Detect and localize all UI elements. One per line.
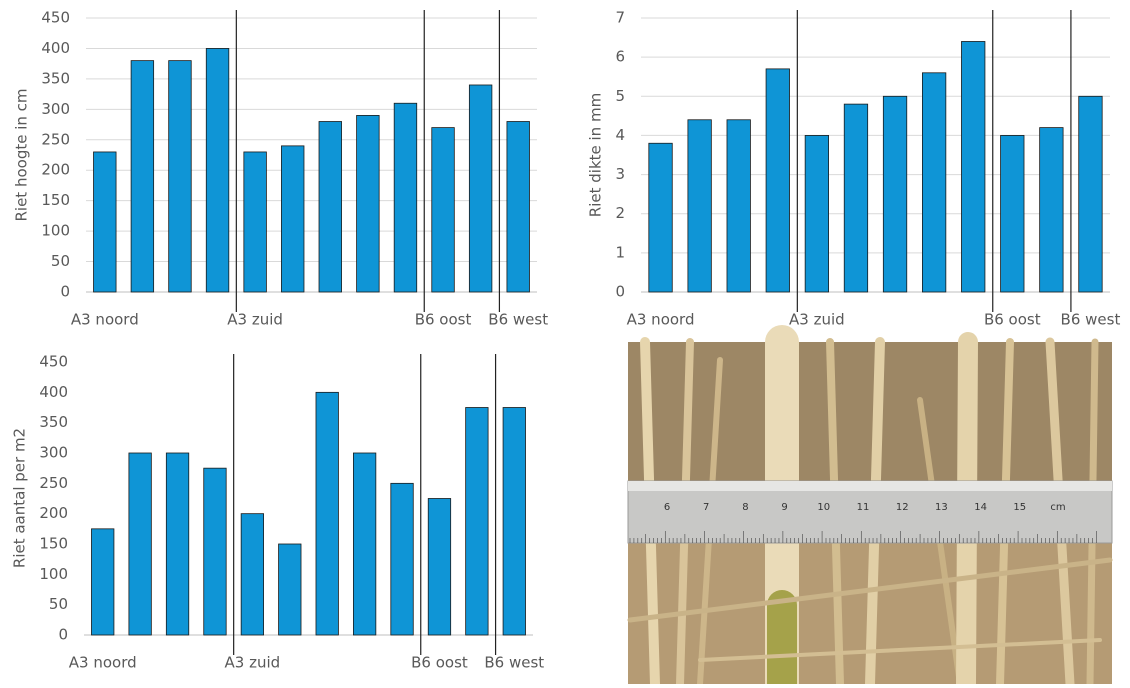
bar	[244, 152, 267, 292]
bar	[961, 41, 984, 292]
ruler-label: cm	[1050, 502, 1065, 513]
figure: 6789101112131415cm Riet hoogte in cm0501…	[0, 0, 1130, 684]
bar	[91, 529, 113, 635]
bar	[169, 61, 192, 292]
ruler-label: 8	[742, 502, 748, 513]
bar	[316, 392, 338, 635]
bar	[206, 48, 229, 292]
ruler-label: 10	[817, 502, 830, 513]
y-tick-label: 400	[41, 39, 70, 57]
y-tick-label: 50	[51, 252, 70, 270]
y-tick-label: 0	[60, 283, 70, 301]
ruler-label: 11	[857, 502, 870, 513]
bar	[279, 544, 301, 635]
x-tick-label: A3 noord	[71, 311, 139, 329]
ruler-label: 9	[781, 502, 787, 513]
bar	[319, 122, 342, 292]
y-tick-label: 150	[39, 535, 68, 553]
y-tick-label: 250	[39, 474, 68, 492]
y-axis-label: Riet hoogte in cm	[13, 88, 31, 221]
ruler: 6 7 8 9 10 11 12 13 14 15 cm	[628, 481, 1112, 543]
bar	[805, 135, 828, 292]
x-tick-label: B6 oost	[415, 311, 472, 329]
ruler-label: 14	[974, 502, 987, 513]
ruler-label: 12	[896, 502, 909, 513]
bar	[1001, 135, 1024, 292]
y-tick-label: 5	[615, 87, 625, 105]
y-tick-label: 450	[39, 353, 68, 371]
y-tick-label: 200	[39, 504, 68, 522]
bar	[688, 120, 711, 292]
x-tick-label: A3 zuid	[789, 311, 845, 329]
y-axis-label: Riet aantal per m2	[11, 428, 29, 568]
bar	[466, 408, 488, 636]
x-tick-label: B6 oost	[984, 311, 1041, 329]
y-axis-label: Riet dikte in mm	[587, 93, 605, 217]
y-tick-label: 0	[58, 626, 68, 644]
x-tick-label: B6 west	[488, 311, 548, 329]
bar	[503, 408, 525, 636]
bar	[507, 122, 530, 292]
bar	[357, 115, 380, 292]
y-tick-label: 150	[41, 191, 70, 209]
y-tick-label: 2	[615, 204, 625, 222]
y-tick-label: 100	[39, 565, 68, 583]
y-tick-label: 350	[41, 69, 70, 87]
bar	[649, 143, 672, 292]
bar	[727, 120, 750, 292]
bar	[353, 453, 375, 635]
y-tick-label: 50	[49, 595, 68, 613]
bar	[883, 96, 906, 292]
y-tick-label: 3	[615, 165, 625, 183]
x-tick-label: A3 noord	[627, 311, 695, 329]
x-tick-label: A3 zuid	[227, 311, 283, 329]
y-tick-label: 300	[39, 444, 68, 462]
y-tick-label: 0	[615, 283, 625, 301]
x-tick-label: A3 noord	[69, 654, 137, 672]
bar	[241, 514, 263, 635]
bar	[281, 146, 304, 292]
ruler-label: 6	[664, 502, 670, 513]
bar	[1079, 96, 1102, 292]
ruler-edge	[628, 481, 1112, 491]
bar	[204, 468, 226, 635]
y-tick-label: 1	[615, 243, 625, 261]
bar	[844, 104, 867, 292]
x-tick-label: B6 oost	[411, 654, 468, 672]
y-tick-label: 350	[39, 413, 68, 431]
y-tick-label: 300	[41, 100, 70, 118]
bar	[166, 453, 188, 635]
y-tick-label: 400	[39, 383, 68, 401]
y-tick-label: 4	[615, 126, 625, 144]
bar	[394, 103, 417, 292]
x-tick-label: B6 west	[484, 654, 544, 672]
x-tick-label: A3 zuid	[225, 654, 281, 672]
bar	[428, 499, 450, 636]
y-tick-label: 6	[615, 48, 625, 66]
x-tick-label: B6 west	[1061, 311, 1121, 329]
y-tick-label: 450	[41, 9, 70, 27]
bar	[129, 453, 151, 635]
bar	[1040, 128, 1063, 292]
y-tick-label: 250	[41, 130, 70, 148]
y-tick-label: 7	[615, 9, 625, 27]
bar	[469, 85, 492, 292]
bar	[432, 128, 455, 292]
y-tick-label: 200	[41, 161, 70, 179]
ruler-label: 15	[1013, 502, 1026, 513]
bar	[131, 61, 154, 292]
bar	[391, 483, 413, 635]
photo-shade	[628, 342, 1112, 482]
ruler-label: 7	[703, 502, 709, 513]
bar	[94, 152, 117, 292]
reed-photo: 6 7 8 9 10 11 12 13 14 15 cm	[628, 342, 1112, 684]
bar	[766, 69, 789, 292]
y-tick-label: 100	[41, 222, 70, 240]
ruler-label: 13	[935, 502, 948, 513]
bar	[922, 73, 945, 292]
